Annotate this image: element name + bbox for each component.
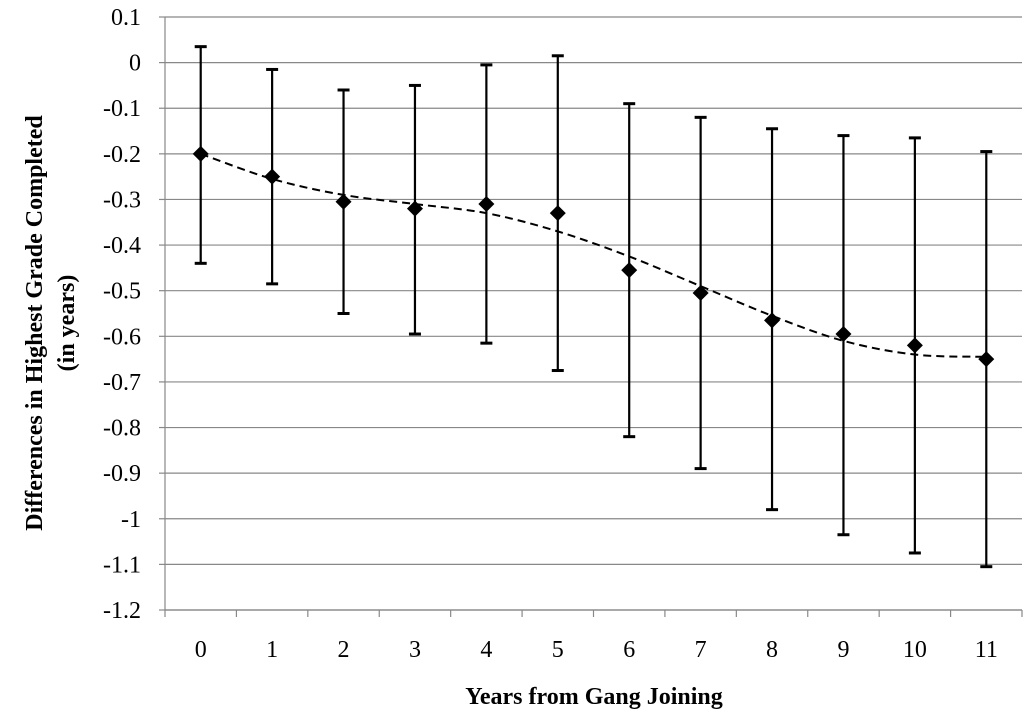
data-point [192, 145, 209, 162]
x-tick-label: 0 [195, 637, 207, 663]
x-tick-label: 2 [338, 637, 350, 663]
y-tick-label: -0.2 [103, 142, 141, 168]
data-point [764, 312, 781, 329]
x-tick-label: 7 [695, 637, 707, 663]
y-axis-title: Differences in Highest Grade Completed (… [22, 115, 80, 531]
data-point [621, 262, 638, 279]
y-tick-label: -1 [121, 507, 141, 533]
data-point [978, 351, 995, 368]
x-tick-labels: 0 1 2 3 4 5 6 7 8 9 10 11 [195, 637, 998, 663]
x-tick-label: 9 [837, 637, 849, 663]
data-point [549, 205, 566, 222]
y-axis-title-line1: Differences in Highest Grade Completed [22, 115, 48, 531]
data-point [335, 193, 352, 210]
y-tick-label: -0.8 [103, 416, 141, 442]
data-point [906, 337, 923, 354]
x-tick-label: 11 [975, 637, 998, 663]
y-tick-label: -0.9 [103, 461, 141, 487]
data-point [264, 168, 281, 185]
data-point [478, 196, 495, 213]
y-tick-labels: 0.1 0 -0.1 -0.2 -0.3 -0.4 -0.5 -0.6 -0.7 -0.8 -0.9… [103, 5, 141, 624]
x-tick-label: 5 [552, 637, 564, 663]
y-tick-label: -0.4 [103, 233, 141, 259]
data-point [692, 284, 709, 301]
y-tick-label: -1.2 [103, 598, 141, 624]
x-tick-label: 10 [903, 637, 927, 663]
x-tick-label: 6 [623, 637, 635, 663]
trendline [200, 152, 987, 358]
axes [159, 16, 1023, 617]
x-tick-label: 8 [766, 637, 778, 663]
x-tick-label: 1 [266, 637, 278, 663]
y-tick-label: -0.7 [103, 370, 141, 396]
gridlines [165, 16, 1022, 611]
y-tick-label: 0 [129, 51, 141, 77]
y-tick-label: -0.1 [103, 96, 141, 122]
x-tick-label: 4 [480, 637, 492, 663]
x-axis-title: Years from Gang Joining [465, 684, 723, 710]
y-tick-label: -0.5 [103, 279, 141, 305]
y-tick-label: -0.6 [103, 324, 141, 350]
data-point [835, 326, 852, 343]
data-point [406, 200, 423, 217]
y-tick-label: -1.1 [103, 552, 141, 578]
y-tick-label: -0.3 [103, 187, 141, 213]
y-tick-label: 0.1 [111, 5, 141, 31]
y-axis-title-line2: (in years) [54, 275, 80, 372]
error-bars [194, 45, 993, 569]
x-tick-label: 3 [409, 637, 421, 663]
data-markers [192, 145, 995, 368]
